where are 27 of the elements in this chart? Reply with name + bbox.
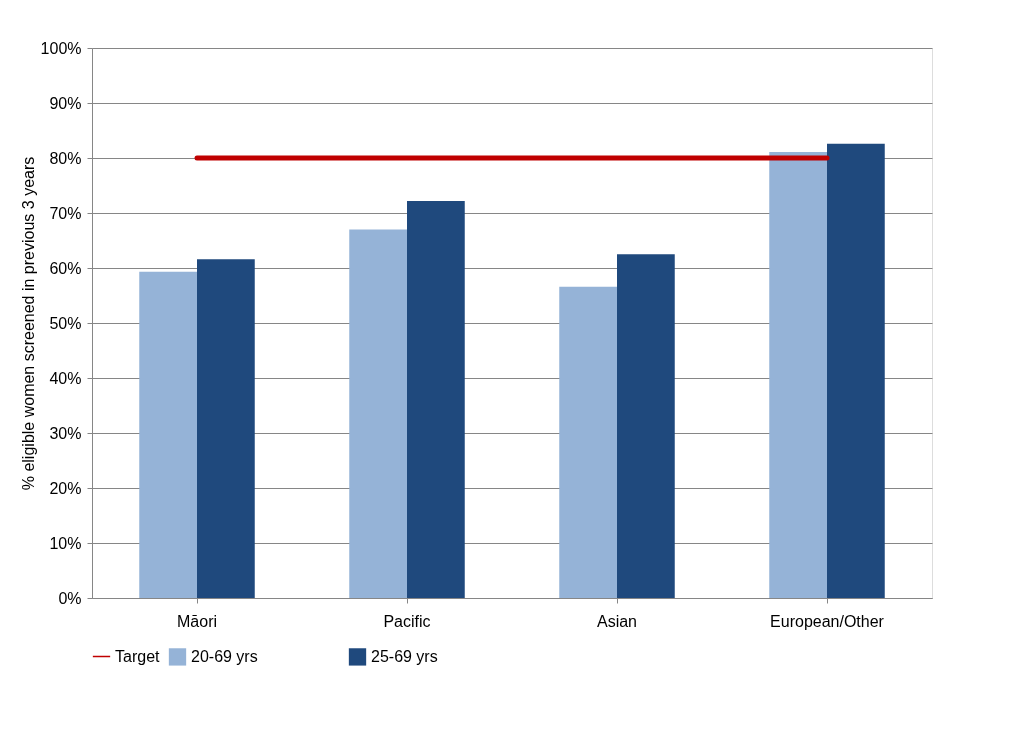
x-tick-label: Asian — [596, 612, 638, 630]
y-tick-label: 50% — [49, 314, 82, 332]
bar — [769, 151, 827, 598]
x-tick-label: Pacific — [383, 612, 431, 630]
x-tick-label: European/Other — [770, 612, 885, 630]
y-tick-label: 20% — [49, 479, 82, 497]
bar — [407, 200, 465, 598]
y-tick-label: 10% — [49, 534, 82, 552]
legend-label: 20-69 yrs — [191, 647, 258, 665]
legend-label: Target — [115, 647, 161, 665]
y-tick-label: 100% — [40, 39, 82, 57]
y-tick-label: 70% — [49, 204, 82, 222]
y-tick-label: 80% — [49, 149, 82, 167]
y-tick-label: 90% — [49, 94, 82, 112]
y-axis-title: % eligible women screened in previous 3 years — [19, 156, 37, 491]
bar — [617, 254, 675, 598]
bar — [349, 229, 407, 598]
y-tick-label: 60% — [49, 259, 82, 277]
legend-label: 25-69 yrs — [371, 647, 438, 665]
x-tick-label: Māori — [176, 612, 218, 630]
bar — [827, 143, 885, 598]
y-tick-label: 40% — [49, 369, 82, 387]
bar — [139, 271, 197, 598]
bar — [559, 286, 617, 598]
y-tick-label: 0% — [58, 589, 82, 607]
y-tick-label: 30% — [49, 424, 82, 442]
bar — [197, 259, 255, 598]
